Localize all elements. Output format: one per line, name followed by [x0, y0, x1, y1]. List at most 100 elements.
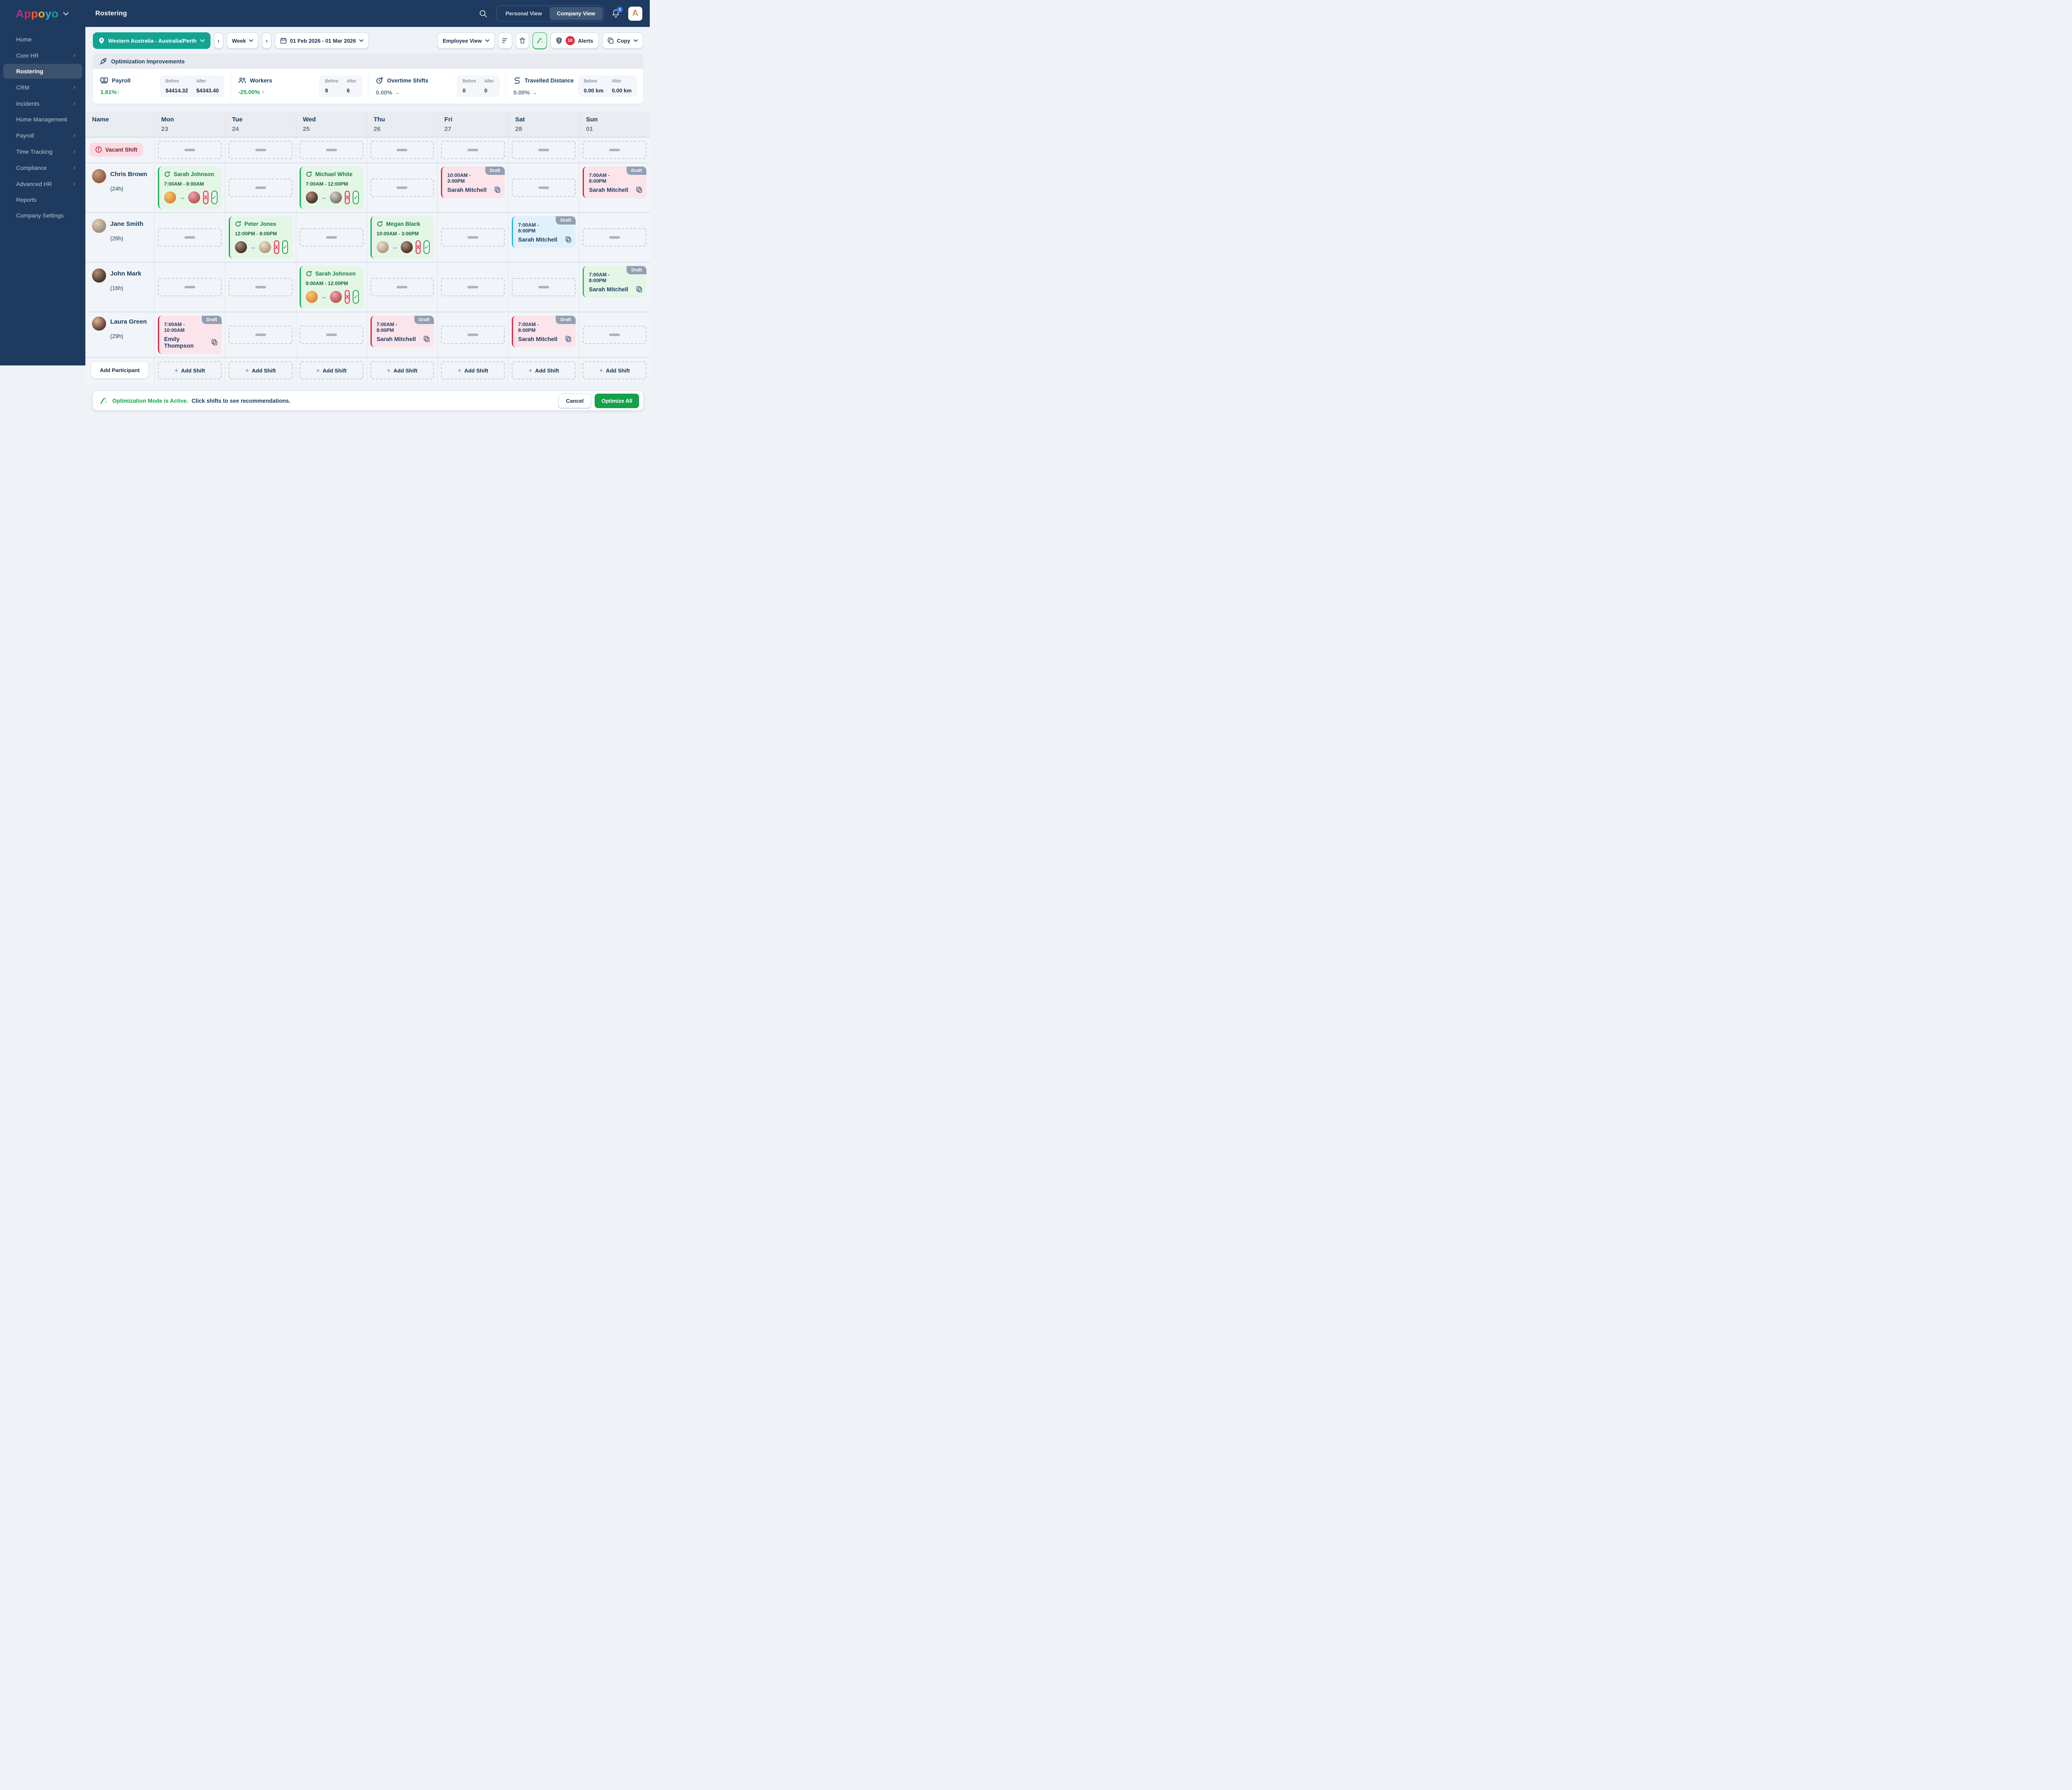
participant-name: Laura Green: [110, 318, 147, 325]
company-view-button[interactable]: Company View: [549, 7, 603, 20]
optimize-all-button[interactable]: Optimize All: [595, 393, 639, 408]
empty-shift-slot[interactable]: [441, 228, 505, 247]
sidebar-item-incidents[interactable]: Incidents ›: [16, 100, 75, 107]
accept-recommendation-button[interactable]: ✓: [353, 290, 359, 304]
reject-recommendation-button[interactable]: X: [415, 240, 421, 254]
sidebar-item-compliance[interactable]: Compliance ›: [16, 164, 75, 171]
column-header-mon: Mon 23: [154, 112, 225, 137]
next-week-button[interactable]: ›: [262, 32, 271, 49]
recommendation-shift-card[interactable]: Peter Jones 12:00PM - 8:00PM → X ✓: [228, 216, 293, 259]
empty-shift-slot[interactable]: [299, 228, 363, 247]
sidebar-item-payroll[interactable]: Payroll ›: [16, 132, 75, 139]
add-shift-button[interactable]: + Add Shift: [512, 361, 576, 380]
copy-shift-icon[interactable]: [494, 186, 501, 193]
draft-shift-card[interactable]: Draft 7:00AM - 8:00PM Sarah Mitchell: [512, 316, 576, 347]
user-avatar[interactable]: A: [628, 6, 642, 21]
draft-shift-card[interactable]: Draft 10:00AM - 3:00PM Sarah Mitchell: [441, 167, 505, 198]
add-shift-button[interactable]: + Add Shift: [370, 361, 434, 380]
draft-shift-card[interactable]: Draft 7:00AM - 8:00PM Sarah Mitchell: [583, 167, 646, 198]
reject-recommendation-button[interactable]: X: [344, 191, 350, 204]
draft-shift-card[interactable]: Draft 7:00AM - 8:00PM Sarah Mitchell: [370, 316, 434, 347]
add-participant-button[interactable]: Add Participant: [91, 362, 148, 378]
accept-recommendation-button[interactable]: ✓: [211, 191, 218, 204]
location-selector[interactable]: Western Australia - Australia/Perth: [93, 32, 211, 49]
empty-shift-slot[interactable]: [441, 278, 505, 296]
empty-shift-slot[interactable]: [370, 179, 434, 197]
empty-shift-slot[interactable]: [512, 179, 576, 197]
sidebar-item-company-settings[interactable]: Company Settings: [16, 212, 64, 219]
add-shift-button[interactable]: + Add Shift: [228, 361, 293, 380]
period-selector[interactable]: Week: [226, 32, 259, 49]
copy-button[interactable]: Copy: [602, 32, 643, 49]
copy-shift-icon[interactable]: [565, 336, 571, 342]
add-shift-button[interactable]: + Add Shift: [441, 361, 505, 380]
empty-shift-slot[interactable]: [228, 278, 293, 296]
empty-shift-slot[interactable]: [158, 228, 222, 247]
add-shift-button[interactable]: + Add Shift: [299, 361, 363, 380]
to-avatar: [259, 241, 271, 253]
empty-shift-slot[interactable]: [370, 278, 434, 296]
reject-recommendation-button[interactable]: X: [203, 191, 208, 204]
sidebar-item-reports[interactable]: Reports: [16, 196, 37, 203]
personal-view-button[interactable]: Personal View: [498, 7, 549, 20]
roster-toolbar: Western Australia - Australia/Perth ‹ We…: [85, 27, 650, 49]
search-button[interactable]: [479, 10, 487, 18]
reject-recommendation-button[interactable]: X: [344, 290, 350, 304]
empty-shift-slot[interactable]: [583, 141, 646, 159]
prev-week-button[interactable]: ‹: [214, 32, 223, 49]
date-range-selector[interactable]: 01 Feb 2026 - 01 Mar 2026: [274, 32, 369, 49]
sidebar-item-core-hr[interactable]: Core HR ›: [16, 52, 75, 59]
empty-shift-slot[interactable]: [299, 141, 363, 159]
empty-shift-slot[interactable]: [228, 326, 293, 344]
optimization-wand-button[interactable]: [532, 32, 547, 49]
empty-shift-slot[interactable]: [299, 326, 363, 344]
delete-button[interactable]: [515, 32, 529, 49]
refresh-icon: [164, 171, 170, 177]
empty-shift-slot[interactable]: [512, 278, 576, 296]
view-mode-selector[interactable]: Employee View: [437, 32, 495, 49]
copy-shift-icon[interactable]: [636, 186, 642, 193]
recommendation-shift-card[interactable]: Michael White 7:00AM - 12:00PM → X ✓: [299, 167, 363, 209]
recommendation-shift-card[interactable]: Megan Black 10:00AM - 3:00PM → X ✓: [370, 216, 434, 259]
reject-recommendation-button[interactable]: X: [274, 240, 279, 254]
logo-chevron-down-icon[interactable]: [63, 12, 69, 16]
empty-shift-slot[interactable]: [158, 141, 222, 159]
recommendation-shift-card[interactable]: Sarah Johnson 9:00AM - 12:00PM → X ✓: [299, 266, 363, 308]
sidebar-item-rostering[interactable]: Rostering: [3, 64, 82, 79]
copy-shift-icon[interactable]: [211, 339, 218, 346]
alerts-button[interactable]: 10 Alerts: [550, 32, 599, 49]
empty-shift-slot[interactable]: [583, 228, 646, 247]
empty-shift-slot[interactable]: [228, 141, 293, 159]
empty-shift-slot[interactable]: [158, 278, 222, 296]
empty-shift-slot[interactable]: [370, 141, 434, 159]
sidebar-item-crm[interactable]: CRM ›: [16, 84, 75, 91]
to-avatar: [329, 191, 342, 203]
alerts-count-badge: 10: [565, 36, 575, 45]
sidebar-item-home[interactable]: Home: [16, 36, 32, 43]
draft-shift-card[interactable]: Draft 7:00AM - 8:00PM Sarah Mitchell: [583, 266, 646, 298]
sidebar-item-advanced-hr[interactable]: Advanced HR ›: [16, 180, 75, 187]
status-text: Click shifts to see recommendations.: [191, 397, 290, 404]
empty-shift-slot[interactable]: [228, 179, 293, 197]
accept-recommendation-button[interactable]: ✓: [353, 191, 359, 204]
cancel-button[interactable]: Cancel: [558, 393, 592, 408]
add-shift-button[interactable]: + Add Shift: [583, 361, 646, 380]
empty-shift-slot[interactable]: [441, 141, 505, 159]
copy-shift-icon[interactable]: [636, 286, 642, 293]
copy-shift-icon[interactable]: [424, 336, 430, 342]
recommendation-shift-card[interactable]: Sarah Johnson 7:00AM - 8:00AM → X ✓: [158, 167, 222, 209]
draft-shift-card[interactable]: Draft 7:00AM - 10:00AM Emily Thompson: [158, 316, 222, 354]
sidebar-item-home-management[interactable]: Home Management: [16, 116, 67, 123]
empty-shift-slot[interactable]: [512, 141, 576, 159]
accept-recommendation-button[interactable]: ✓: [282, 240, 288, 254]
empty-shift-slot[interactable]: [441, 326, 505, 344]
empty-shift-slot[interactable]: [583, 326, 646, 344]
draft-shift-card[interactable]: Draft 7:00AM - 8:00PM Sarah Mitchell: [512, 216, 576, 248]
copy-shift-icon[interactable]: [565, 236, 571, 243]
filter-button[interactable]: [498, 32, 512, 49]
notifications-button[interactable]: 3: [612, 6, 623, 18]
sidebar-item-time-tracking[interactable]: Time Tracking ›: [16, 148, 75, 155]
accept-recommendation-button[interactable]: ✓: [424, 240, 430, 254]
add-shift-button[interactable]: + Add Shift: [158, 361, 222, 380]
chevron-right-icon: ›: [73, 52, 75, 59]
